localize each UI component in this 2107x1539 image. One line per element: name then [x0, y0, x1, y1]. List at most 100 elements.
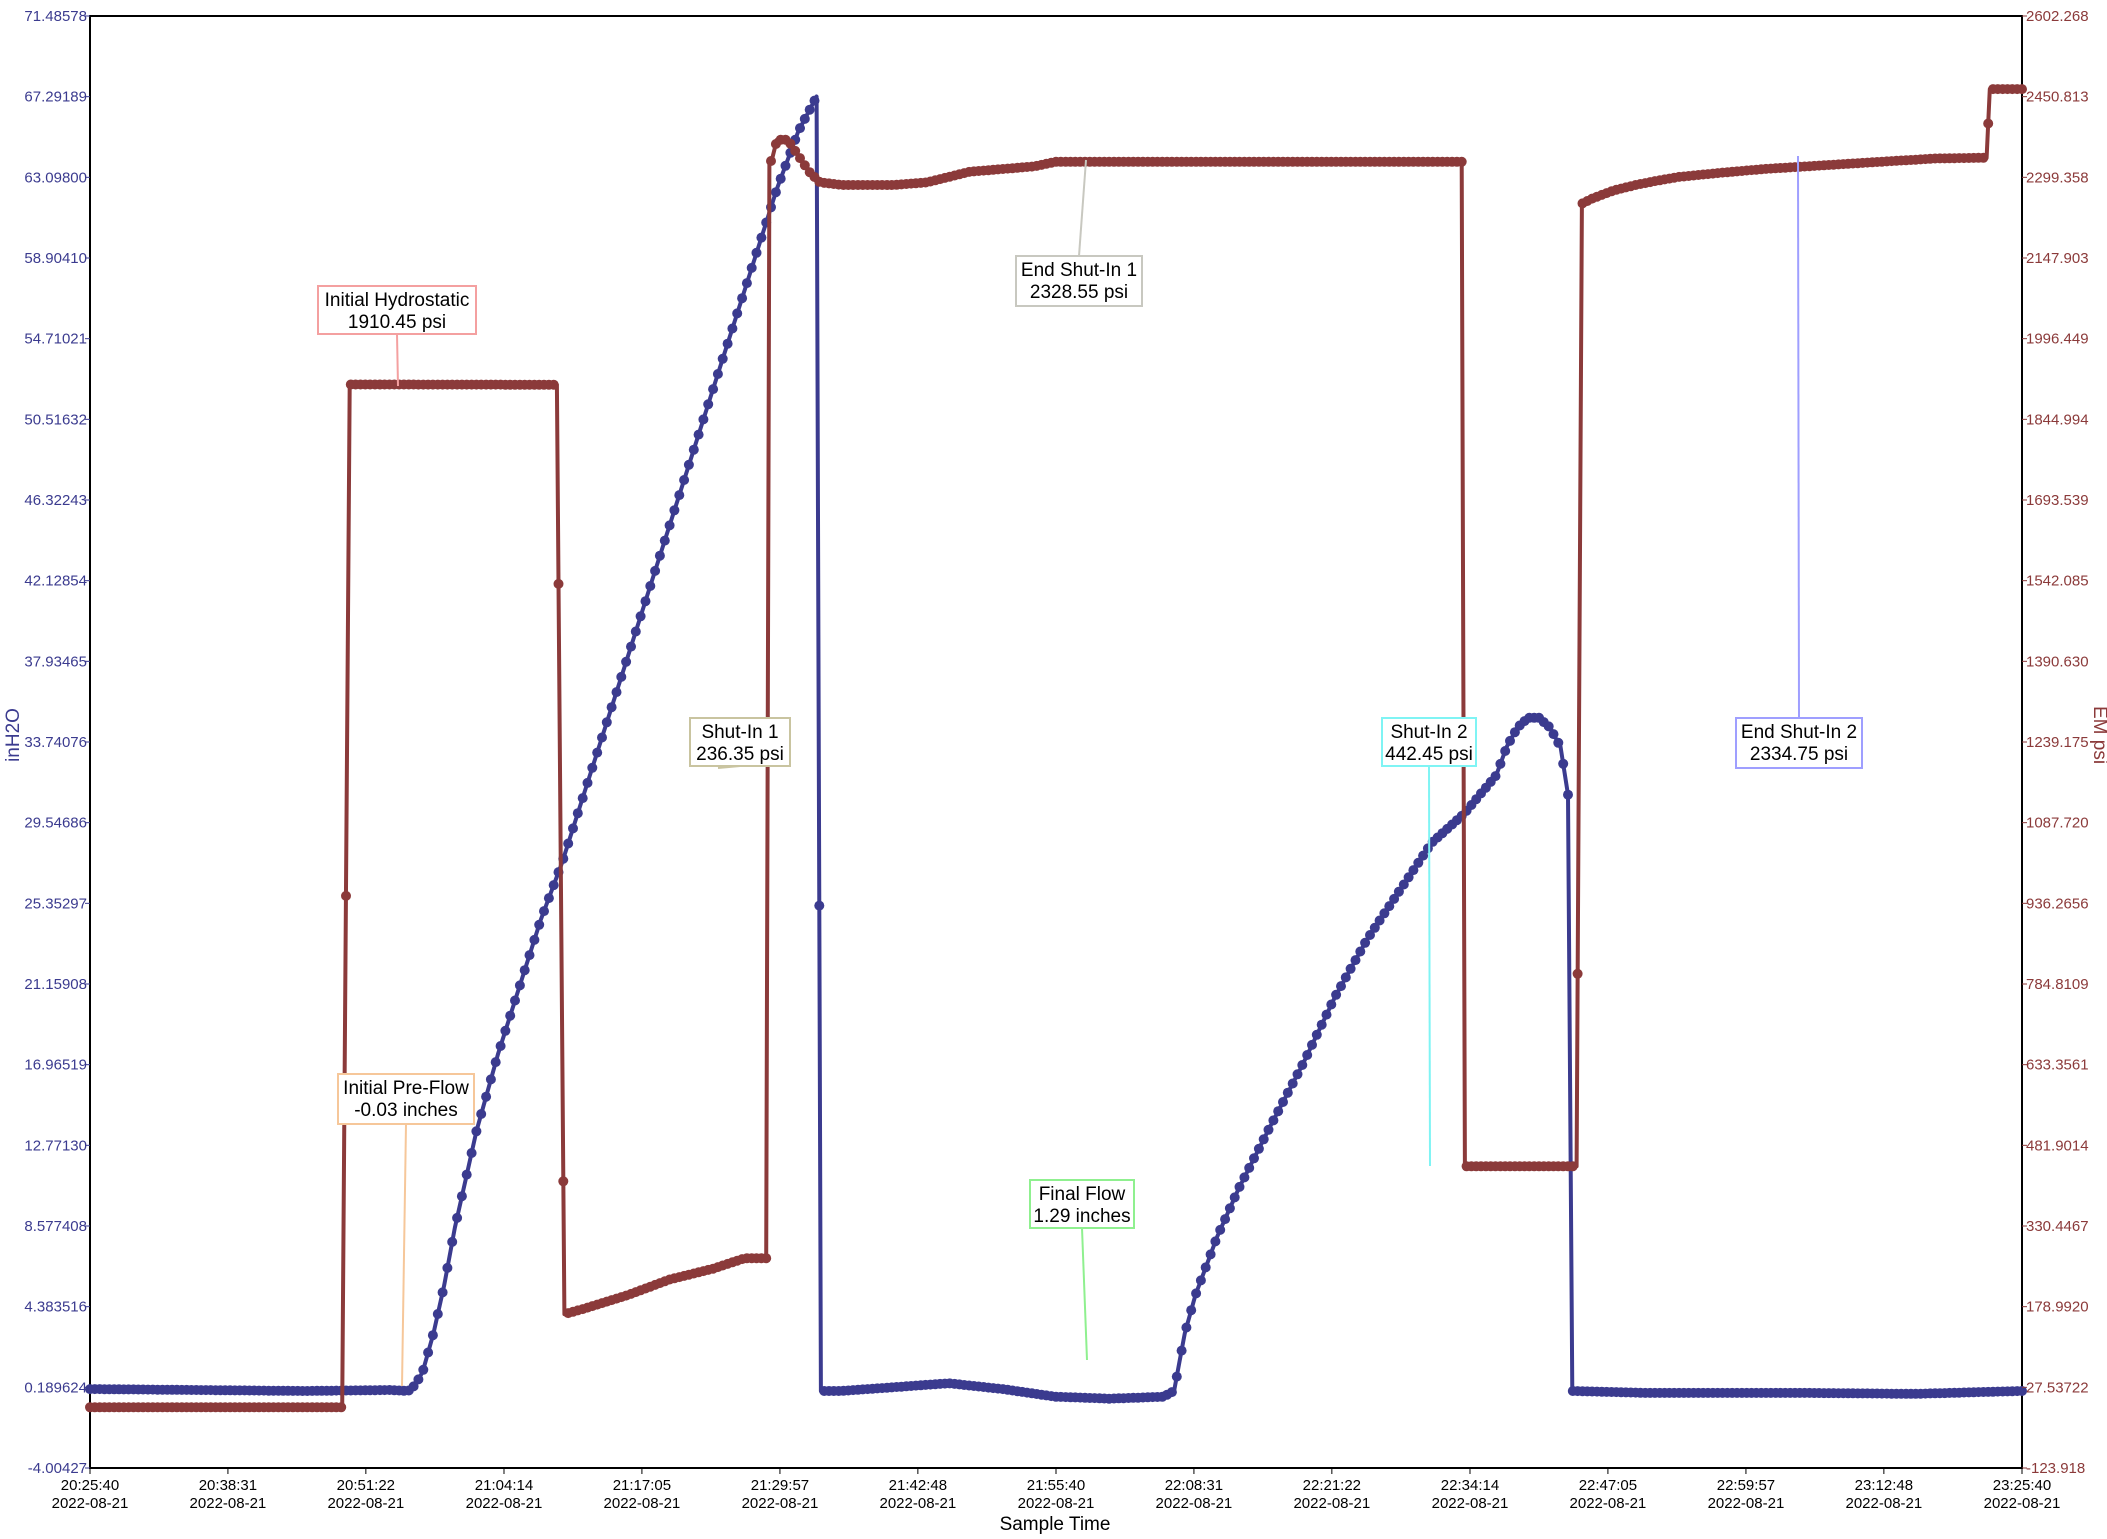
y-right-tick-label: 2299.358	[2026, 169, 2089, 186]
data-point	[1268, 1115, 1279, 1126]
series-inh2o	[85, 94, 2027, 1404]
data-point	[616, 671, 627, 682]
x-tick-date: 2022-08-21	[1156, 1495, 1233, 1512]
data-point	[592, 747, 603, 758]
data-point	[1302, 1050, 1313, 1060]
data-point	[1316, 1019, 1327, 1030]
y-right-tick-label: 1087.720	[2026, 815, 2089, 832]
data-point	[1292, 1069, 1303, 1080]
y-right-tick-label: 1390.630	[2026, 653, 2089, 670]
data-point	[683, 459, 694, 470]
y-right-tick-label: 1844.994	[2026, 411, 2089, 428]
data-point	[597, 732, 607, 743]
x-tick-time: 20:51:22	[337, 1477, 395, 1494]
data-point	[495, 1041, 506, 1051]
y-right-tick-label: 784.8109	[2026, 976, 2089, 993]
y-right-tick-label: 2147.903	[2026, 250, 2089, 267]
data-point	[466, 1148, 477, 1158]
annotation-box	[689, 717, 791, 767]
data-point	[553, 578, 564, 589]
data-point	[635, 611, 646, 622]
data-point	[1495, 758, 1506, 769]
data-point	[799, 160, 810, 171]
annotation-label: Initial Hydrostatic	[325, 290, 470, 311]
data-point	[1374, 915, 1385, 926]
data-point	[452, 1212, 463, 1223]
data-point	[780, 160, 791, 171]
y-right-tick-label: 1542.085	[2026, 573, 2089, 590]
annotation-value: 236.35 psi	[696, 744, 784, 765]
y-right-tick-label: 27.53722	[2026, 1379, 2089, 1396]
data-point	[1297, 1060, 1308, 1070]
y-left-tick-label: 54.71021	[24, 331, 87, 348]
x-tick-date: 2022-08-21	[1018, 1495, 1095, 1512]
data-point	[548, 379, 559, 390]
data-point	[1273, 1106, 1284, 1117]
data-point	[1398, 879, 1409, 890]
data-point	[1384, 901, 1395, 912]
annotation-leader	[396, 333, 399, 387]
data-point	[785, 138, 796, 149]
data-point	[1355, 946, 1366, 957]
y-left-tick-label: 58.90410	[24, 250, 87, 267]
annotation-label: End Shut-In 1	[1021, 260, 1137, 281]
x-tick-time: 22:47:05	[1579, 1477, 1637, 1494]
annotation-value: 2328.55 psi	[1030, 282, 1128, 303]
data-point	[1369, 922, 1380, 933]
data-point	[413, 1374, 424, 1385]
data-point	[437, 1287, 448, 1298]
y-left-tick-label: 50.51632	[24, 411, 87, 428]
data-point	[795, 123, 805, 134]
data-point	[766, 156, 776, 166]
y-left-tick-label: -4.00427	[28, 1460, 87, 1477]
data-point	[1456, 156, 1467, 167]
y-left-tick-label: 21.15908	[24, 976, 87, 993]
y-axis-right-title: EM psi	[2089, 706, 2107, 764]
data-point	[1567, 1161, 1578, 1172]
data-point	[741, 278, 752, 289]
x-tick-date: 2022-08-21	[742, 1495, 819, 1512]
data-point	[1244, 1162, 1255, 1173]
data-point	[558, 1176, 569, 1187]
data-point	[1336, 981, 1346, 992]
x-tick-date: 2022-08-21	[190, 1495, 267, 1512]
data-point	[481, 1091, 492, 1102]
annotation-leader	[1428, 765, 1431, 1167]
x-tick-time: 22:21:22	[1303, 1477, 1361, 1494]
data-point	[611, 687, 622, 698]
data-point	[1191, 1288, 1202, 1299]
x-tick-date: 2022-08-21	[1845, 1495, 1922, 1512]
annotation-box	[337, 1073, 475, 1125]
data-point	[1572, 968, 1583, 979]
data-point	[529, 934, 540, 945]
y-left-tick-label: 71.48578	[24, 8, 87, 25]
data-point	[790, 145, 801, 156]
data-point	[1331, 989, 1342, 1000]
data-point	[485, 1074, 496, 1085]
data-point	[712, 369, 723, 379]
data-point	[519, 965, 530, 976]
data-point	[418, 1364, 429, 1375]
x-tick-time: 21:04:14	[475, 1477, 533, 1494]
data-point	[490, 1057, 501, 1068]
data-point	[1418, 850, 1429, 861]
annotation-label: End Shut-In 2	[1741, 722, 1857, 743]
data-point	[1379, 908, 1390, 919]
data-point	[746, 262, 757, 273]
annotation-value: 1.29 inches	[1033, 1206, 1130, 1227]
data-point	[1413, 857, 1424, 868]
annotation-value: -0.03 inches	[354, 1100, 458, 1121]
data-point	[1282, 1087, 1293, 1098]
data-point	[659, 535, 670, 546]
data-point	[1195, 1275, 1206, 1286]
x-tick-time: 21:17:05	[613, 1477, 671, 1494]
data-point	[708, 384, 719, 395]
data-point	[2017, 84, 2027, 95]
data-point	[1389, 893, 1400, 904]
y-right-tick-label: 178.9920	[2026, 1299, 2089, 1316]
data-point	[461, 1169, 472, 1180]
data-point	[751, 247, 762, 258]
data-point	[572, 808, 583, 819]
